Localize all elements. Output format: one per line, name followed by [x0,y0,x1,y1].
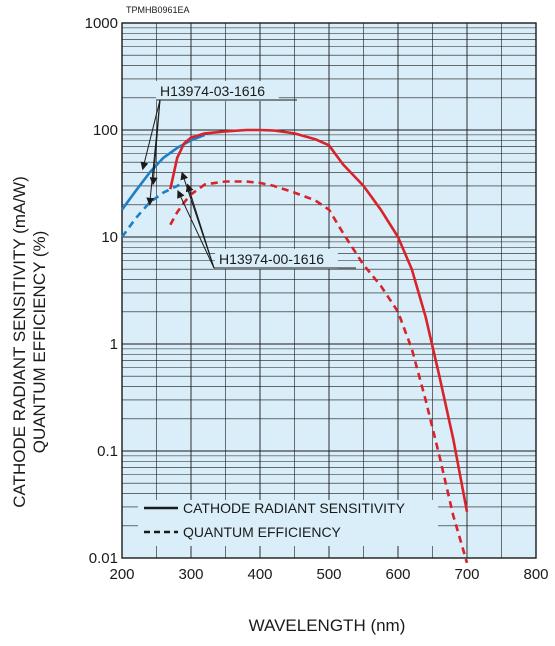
y-tick-label: 1 [110,336,118,353]
x-tick-label: 200 [109,566,134,583]
h13974-03-1616-radiant-sensitivity-line [120,133,206,211]
plot-frame [121,22,537,559]
legend-label: QUANTUM EFFICIENCY [183,524,342,540]
y-tick-label: 100 [93,122,118,139]
annotation-h13974-00-background [215,249,338,269]
annotation-h13974-03-leader-arrow [146,99,161,206]
grid [121,23,537,559]
y-tick-label: 1000 [85,15,118,32]
figure-code: TPMHB0961EA [126,5,190,15]
annotation-h13974-03-leader-arrow [140,99,161,171]
annotation-h13974-00-leader-arrow [185,183,215,269]
y-axis-title-quantum-efficiency: QUANTUM EFFICIENCY (%) [30,231,49,454]
y-tick-label: 10 [101,229,118,246]
h13974-00-1616-quantum-efficiency-line [169,180,469,564]
annotation-h13974-00-leader-arrow [177,189,215,269]
y-tick-label: 0.01 [89,550,118,567]
annotation-h13974-03-background [156,81,279,101]
x-tick-label: 500 [316,566,341,583]
x-tick-label: 600 [385,566,410,583]
legend-background [138,500,438,546]
x-axis-title: WAVELENGTH (nm) [249,616,406,635]
x-tick-label: 700 [454,566,479,583]
legend-label: CATHODE RADIANT SENSITIVITY [183,500,406,516]
legend: CATHODE RADIANT SENSITIVITY QUANTUM EFFIC… [138,500,438,546]
y-axis-title-sensitivity: CATHODE RADIANT SENSITIVITY (mA/W) [10,176,29,508]
x-tick-label: 300 [178,566,203,583]
y-tick-label: 0.1 [97,443,118,460]
annotations: H13974-03-1616 H13974-00-1616 [140,81,356,269]
x-tick-labels: 200 300 400 500 600 700 800 [109,566,548,583]
x-tick-label: 800 [523,566,548,583]
y-tick-labels: 0.01 0.1 1 10 100 1000 [85,15,118,567]
x-tick-label: 400 [247,566,272,583]
h13974-00-1616-radiant-sensitivity-line [169,128,469,513]
annotation-h13974-03: H13974-03-1616 [160,83,265,99]
h13974-03-1616-quantum-efficiency-line [120,181,185,238]
series-lines [120,128,469,564]
annotation-h13974-00: H13974-00-1616 [219,251,324,267]
